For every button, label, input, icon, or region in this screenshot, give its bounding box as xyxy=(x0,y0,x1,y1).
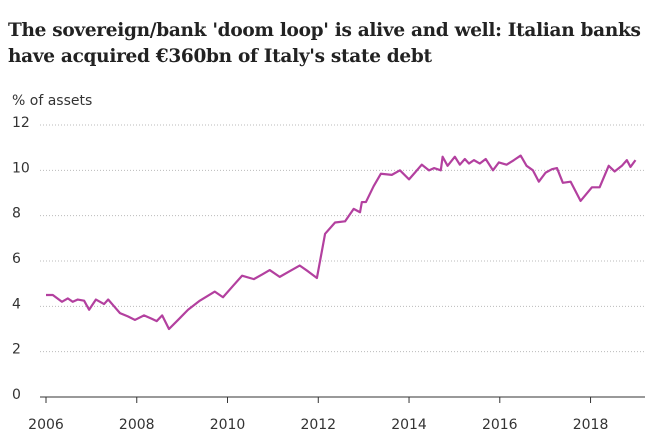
x-tick-label: 2018 xyxy=(573,417,609,433)
y-tick-label: 2 xyxy=(12,342,21,358)
y-tick-label: 0 xyxy=(12,387,21,403)
y-tick-label: 8 xyxy=(12,206,21,222)
x-tick-label: 2006 xyxy=(28,417,64,433)
x-tick-label: 2010 xyxy=(210,417,246,433)
line xyxy=(46,154,637,331)
x-tick-label: 2014 xyxy=(391,417,427,433)
y-axis-label: % of assets xyxy=(12,93,92,109)
y-tick-label: 12 xyxy=(12,115,30,131)
x-tick-label: 2016 xyxy=(482,417,518,433)
y-tick-label: 4 xyxy=(12,296,21,312)
y-tick-label: 6 xyxy=(12,251,21,267)
y-tick-label: 10 xyxy=(12,160,30,176)
x-tick-label: 2012 xyxy=(300,417,336,433)
chart-title: The sovereign/bank 'doom loop' is alive … xyxy=(8,20,641,67)
x-tick-label: 2008 xyxy=(119,417,155,433)
